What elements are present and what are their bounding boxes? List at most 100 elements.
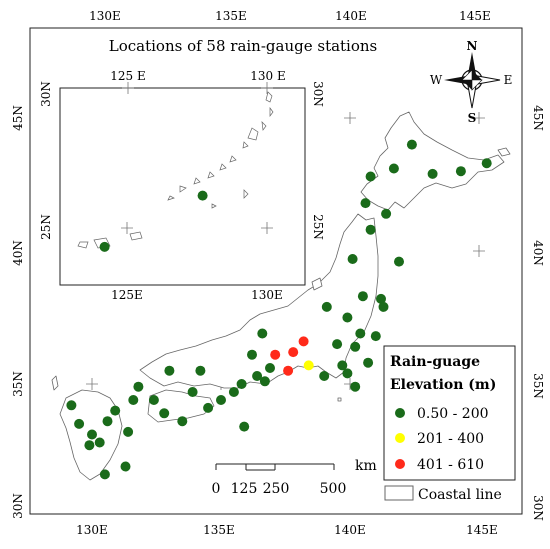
- station-marker: [350, 381, 361, 392]
- inset-lat-right-25: 25N: [311, 214, 325, 240]
- scale-label-250: 250: [263, 481, 290, 497]
- station-marker: [228, 387, 239, 397]
- station-marker: [303, 360, 314, 371]
- coastline-izu: [337, 397, 342, 402]
- inset-lat-left-30: 30N: [39, 81, 53, 107]
- station-marker: [427, 168, 438, 179]
- station-marker: [347, 254, 358, 264]
- station-marker: [120, 461, 131, 472]
- lat-label-left-35: 35N: [11, 371, 25, 397]
- station-marker: [332, 339, 343, 350]
- station-marker: [203, 402, 214, 413]
- station-marker: [259, 376, 270, 387]
- station-marker: [363, 357, 374, 368]
- inset-lat-left-25: 25N: [39, 214, 53, 240]
- compass-north-label: N: [467, 39, 478, 53]
- inset-station-marker: [197, 190, 208, 201]
- inset-lon-bottom-125: 125E: [111, 288, 143, 302]
- inset-map: 125 E 130 E 125E 130E 30N 25N 30N 25N: [39, 69, 325, 302]
- coastline-tsushima: [51, 375, 59, 391]
- coastline-hokkaido: [360, 111, 505, 211]
- station-marker: [187, 387, 198, 397]
- lat-label-left-40: 40N: [11, 240, 25, 266]
- inset-graticule: [121, 82, 273, 234]
- lat-label-right-30: 30N: [531, 495, 545, 521]
- scale-label-0: 0: [212, 481, 221, 497]
- legend-title-line1: Rain-guage: [390, 354, 480, 370]
- scale-bar: [215, 463, 335, 471]
- station-marker: [87, 429, 97, 440]
- station-marker: [321, 301, 332, 312]
- station-marker: [355, 328, 366, 339]
- station-marker: [128, 395, 139, 405]
- station-marker: [148, 395, 159, 405]
- lat-label-left-45: 45N: [11, 105, 25, 131]
- compass-south-label: S: [468, 111, 477, 125]
- lon-label-top-130: 130E: [89, 9, 121, 23]
- station-marker: [319, 371, 330, 381]
- station-markers: [66, 139, 492, 480]
- lat-label-right-40: 40N: [531, 240, 545, 266]
- station-marker: [357, 291, 368, 302]
- scale-label-500: 500: [320, 481, 347, 497]
- lon-label-top-145: 145E: [459, 9, 491, 23]
- graticule-cross: [473, 245, 485, 257]
- scale-label-125: 125: [231, 481, 258, 497]
- station-marker: [365, 224, 376, 235]
- station-marker: [455, 166, 466, 177]
- compass-east-label: E: [504, 73, 513, 87]
- legend-swatch-low: [395, 408, 405, 418]
- station-marker: [342, 312, 353, 323]
- legend-label-low: 0.50 - 200: [417, 406, 489, 422]
- station-marker: [394, 256, 404, 267]
- station-marker: [177, 416, 188, 427]
- station-marker: [406, 139, 417, 150]
- station-marker: [74, 418, 85, 429]
- lon-label-bottom-130: 130E: [76, 523, 108, 537]
- station-marker: [110, 405, 121, 416]
- station-marker: [337, 360, 348, 371]
- inset-islands: [77, 91, 274, 249]
- map-title: Locations of 58 rain-gauge stations: [109, 37, 378, 55]
- legend-swatch-high: [395, 459, 405, 469]
- lon-label-bottom-145: 145E: [466, 523, 498, 537]
- lon-label-bottom-140: 140E: [334, 523, 366, 537]
- inset-lon-bottom-130: 130E: [251, 288, 283, 302]
- inset-station-markers: [99, 190, 208, 252]
- lon-label-top-135: 135E: [215, 9, 247, 23]
- legend-label-high: 401 - 610: [417, 457, 484, 473]
- station-marker: [350, 341, 361, 352]
- compass-west-label: W: [430, 73, 443, 87]
- station-marker: [360, 198, 371, 209]
- station-marker: [283, 365, 294, 376]
- station-marker: [99, 469, 110, 480]
- station-marker: [216, 395, 226, 405]
- compass-quadrant-ne: [472, 70, 482, 80]
- station-marker: [257, 328, 268, 339]
- coastline-sado: [311, 277, 323, 291]
- station-marker: [370, 331, 381, 342]
- legend-label-mid: 201 - 400: [417, 431, 484, 447]
- legend: Rain-guage Elevation (m) 0.50 - 200 201 …: [383, 345, 516, 481]
- station-marker: [102, 416, 113, 427]
- coastline-legend-label: Coastal line: [418, 487, 502, 503]
- lon-label-top-140: 140E: [335, 9, 367, 23]
- legend-swatch-mid: [395, 433, 405, 443]
- graticule-cross: [86, 378, 98, 390]
- station-marker: [66, 400, 77, 411]
- station-marker: [388, 163, 399, 174]
- scale-unit: km: [355, 458, 377, 474]
- station-marker: [288, 347, 299, 358]
- graticule-cross: [473, 112, 485, 124]
- station-marker: [298, 336, 309, 347]
- station-marker: [252, 371, 263, 381]
- station-marker: [270, 349, 281, 360]
- inset-lat-right-30: 30N: [311, 81, 325, 107]
- compass-rose: N S E W: [430, 39, 513, 125]
- station-marker: [133, 381, 144, 392]
- station-marker: [247, 349, 257, 360]
- coastline-kuril: [497, 147, 511, 157]
- station-marker: [376, 293, 386, 304]
- inset-lon-top-125: 125 E: [110, 69, 145, 83]
- lat-label-right-45: 45N: [531, 105, 545, 131]
